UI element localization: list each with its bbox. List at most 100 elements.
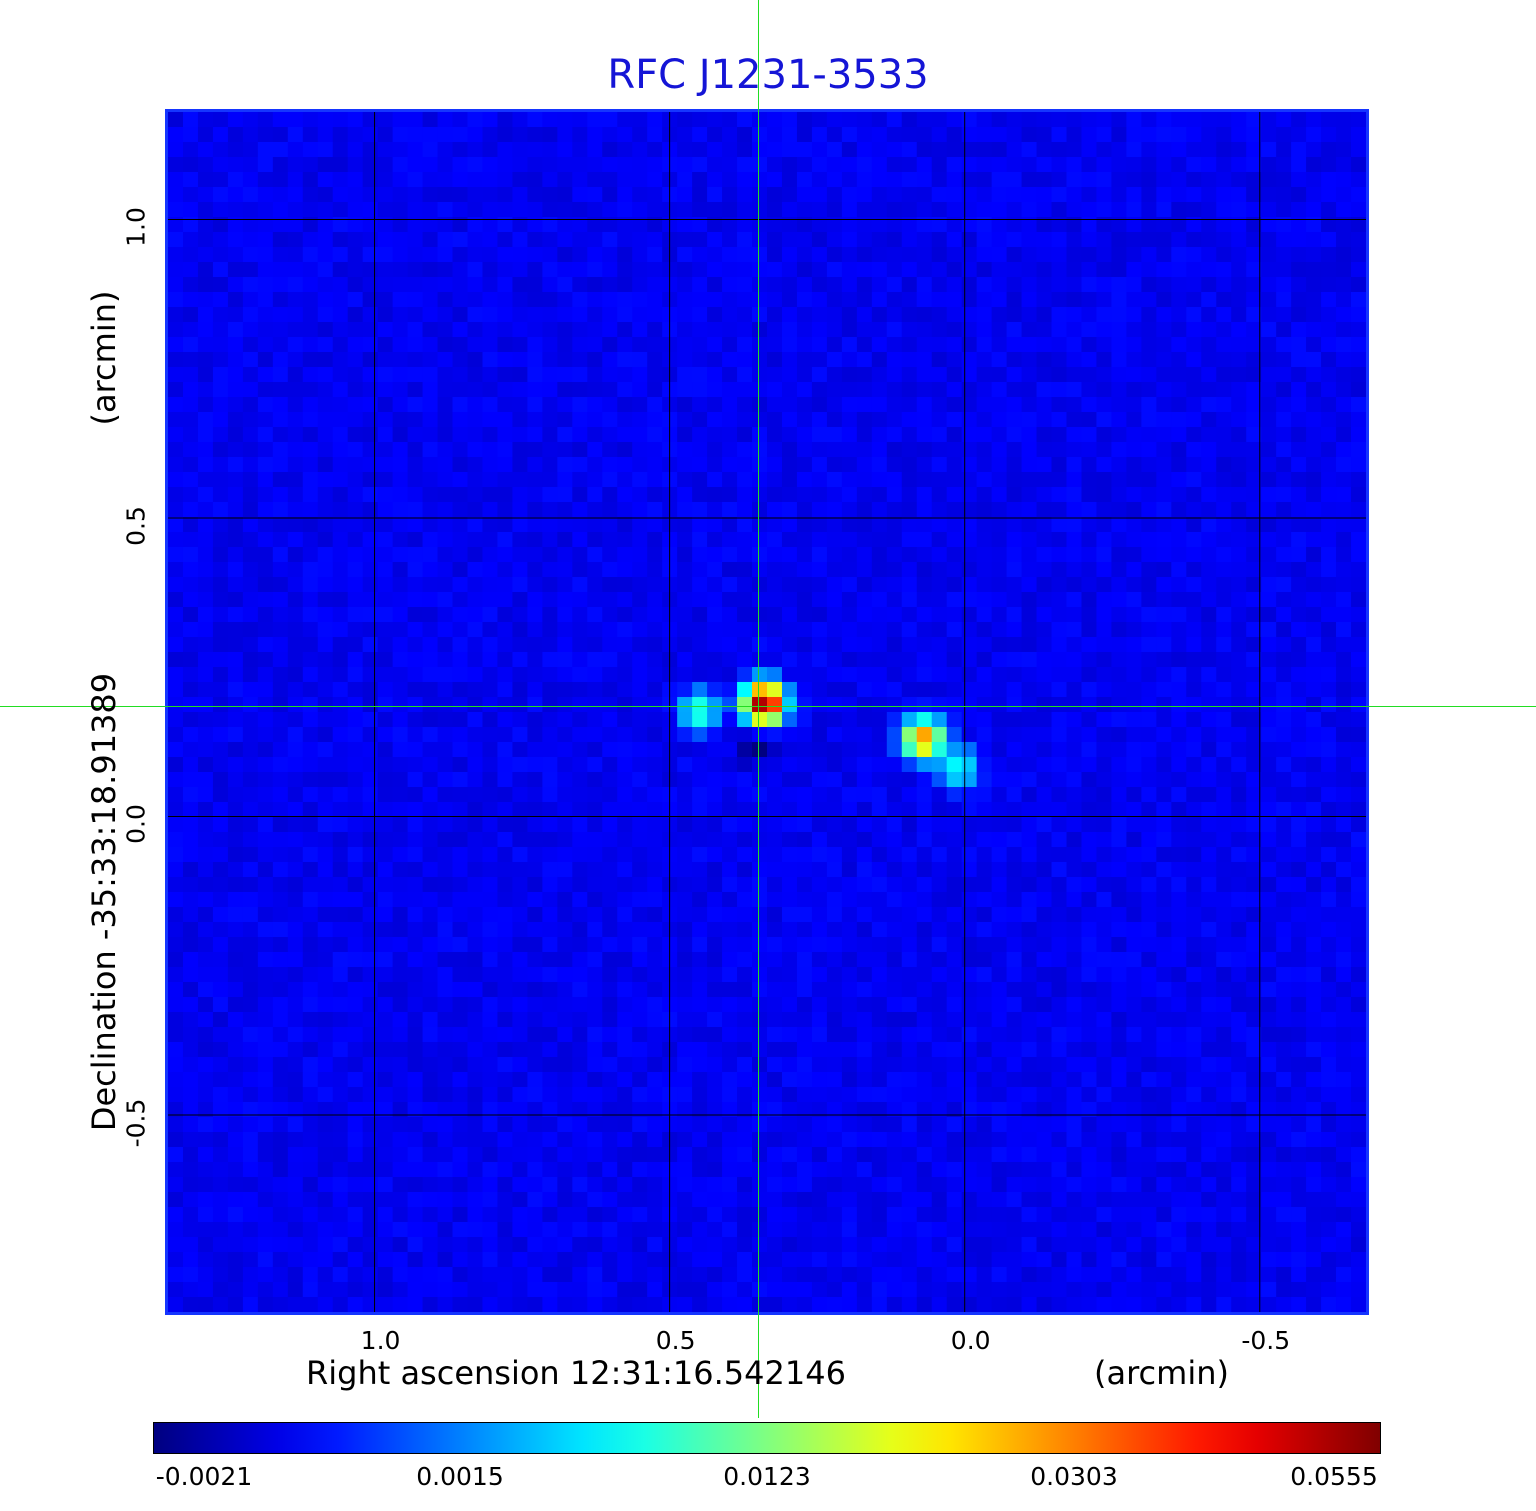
heatmap-cell — [796, 262, 813, 278]
heatmap-cell — [961, 607, 978, 623]
heatmap-cell — [1351, 142, 1366, 158]
heatmap-cell — [197, 367, 214, 383]
heatmap-cell — [871, 172, 888, 188]
heatmap-cell — [811, 382, 828, 398]
heatmap-cell — [1036, 877, 1053, 893]
heatmap-cell — [572, 502, 588, 518]
heatmap-cell — [1021, 997, 1038, 1013]
heatmap-cell — [976, 892, 993, 908]
heatmap-cell — [1186, 907, 1202, 923]
heatmap-cell — [617, 862, 633, 878]
heatmap-cell — [1246, 622, 1262, 638]
heatmap-cell — [602, 247, 618, 263]
heatmap-cell — [1096, 532, 1112, 548]
heatmap-cell — [1321, 322, 1337, 338]
heatmap-cell — [871, 472, 888, 488]
heatmap-cell — [1096, 547, 1112, 563]
heatmap-cell — [976, 352, 993, 368]
heatmap-cell — [242, 502, 259, 518]
heatmap-cell — [976, 202, 993, 218]
heatmap-cell — [1276, 532, 1292, 548]
heatmap-cell — [1081, 937, 1097, 953]
heatmap-cell — [572, 982, 588, 998]
heatmap-cell — [1186, 187, 1202, 203]
heatmap-cell — [1246, 682, 1262, 698]
heatmap-cell — [512, 982, 528, 998]
heatmap-cell — [437, 172, 454, 188]
heatmap-cell — [647, 502, 663, 518]
heatmap-cell — [1261, 262, 1277, 278]
heatmap-cell — [931, 802, 948, 818]
heatmap-cell — [302, 652, 319, 668]
heatmap-cell — [647, 712, 663, 728]
heatmap-cell — [1246, 487, 1262, 503]
heatmap-cell — [1081, 952, 1097, 968]
heatmap-cell — [617, 922, 633, 938]
heatmap-cell — [287, 487, 304, 503]
heatmap-cell — [302, 1027, 319, 1043]
heatmap-cell — [497, 307, 513, 323]
heatmap-cell — [632, 142, 648, 158]
heatmap-cell — [1276, 157, 1292, 173]
heatmap-cell — [781, 802, 798, 818]
image-plot-area[interactable] — [165, 109, 1369, 1315]
heatmap-cell — [677, 412, 693, 428]
heatmap-cell — [1306, 952, 1322, 968]
heatmap-cell — [332, 352, 349, 368]
heatmap-cell — [1096, 382, 1112, 398]
heatmap-cell — [1141, 952, 1157, 968]
heatmap-cell — [1246, 832, 1262, 848]
heatmap-cell — [1036, 817, 1053, 833]
heatmap-cell — [1336, 547, 1352, 563]
heatmap-cell — [317, 712, 334, 728]
heatmap-cell — [871, 277, 888, 293]
heatmap-cell — [617, 982, 633, 998]
heatmap-cell — [781, 442, 798, 458]
heatmap-cell — [1051, 337, 1067, 353]
heatmap-cell — [1156, 112, 1172, 128]
heatmap-cell — [287, 757, 304, 773]
heatmap-cell — [512, 427, 528, 443]
heatmap-cell — [856, 562, 873, 578]
heatmap-cell — [1036, 142, 1053, 158]
heatmap-cell — [527, 952, 543, 968]
heatmap-cell — [931, 457, 948, 473]
heatmap-cell — [392, 682, 409, 698]
heatmap-cell — [976, 562, 993, 578]
heatmap-cell — [1321, 892, 1337, 908]
heatmap-cell — [991, 292, 1008, 308]
heatmap-cell — [1066, 142, 1082, 158]
heatmap-cell — [452, 862, 468, 878]
heatmap-cell — [737, 577, 753, 593]
heatmap-cell — [1141, 727, 1157, 743]
heatmap-cell — [1066, 487, 1082, 503]
heatmap-cell — [722, 997, 738, 1013]
heatmap-cell — [976, 232, 993, 248]
heatmap-cell — [302, 187, 319, 203]
heatmap-cell — [916, 292, 933, 308]
heatmap-cell — [1051, 1012, 1067, 1028]
heatmap-cell — [856, 247, 873, 263]
heatmap-cell — [886, 682, 903, 698]
heatmap-cell — [182, 322, 199, 338]
heatmap-cell — [1126, 952, 1142, 968]
heatmap-cell — [392, 907, 409, 923]
heatmap-cell — [512, 127, 528, 143]
heatmap-cell — [467, 127, 483, 143]
heatmap-cell — [632, 757, 648, 773]
heatmap-cell — [557, 622, 573, 638]
heatmap-cell — [841, 247, 858, 263]
heatmap-cell — [572, 922, 588, 938]
heatmap-cell — [587, 757, 603, 773]
heatmap-cell — [452, 532, 468, 548]
heatmap-cell — [632, 847, 648, 863]
heatmap-cell — [362, 262, 379, 278]
heatmap-cell — [811, 742, 828, 758]
heatmap-cell — [692, 1027, 708, 1043]
heatmap-cell — [916, 232, 933, 248]
heatmap-cell — [227, 292, 244, 308]
heatmap-cell — [587, 892, 603, 908]
heatmap-cell — [1276, 922, 1292, 938]
heatmap-cell — [1051, 517, 1067, 533]
heatmap-cell — [1006, 397, 1023, 413]
